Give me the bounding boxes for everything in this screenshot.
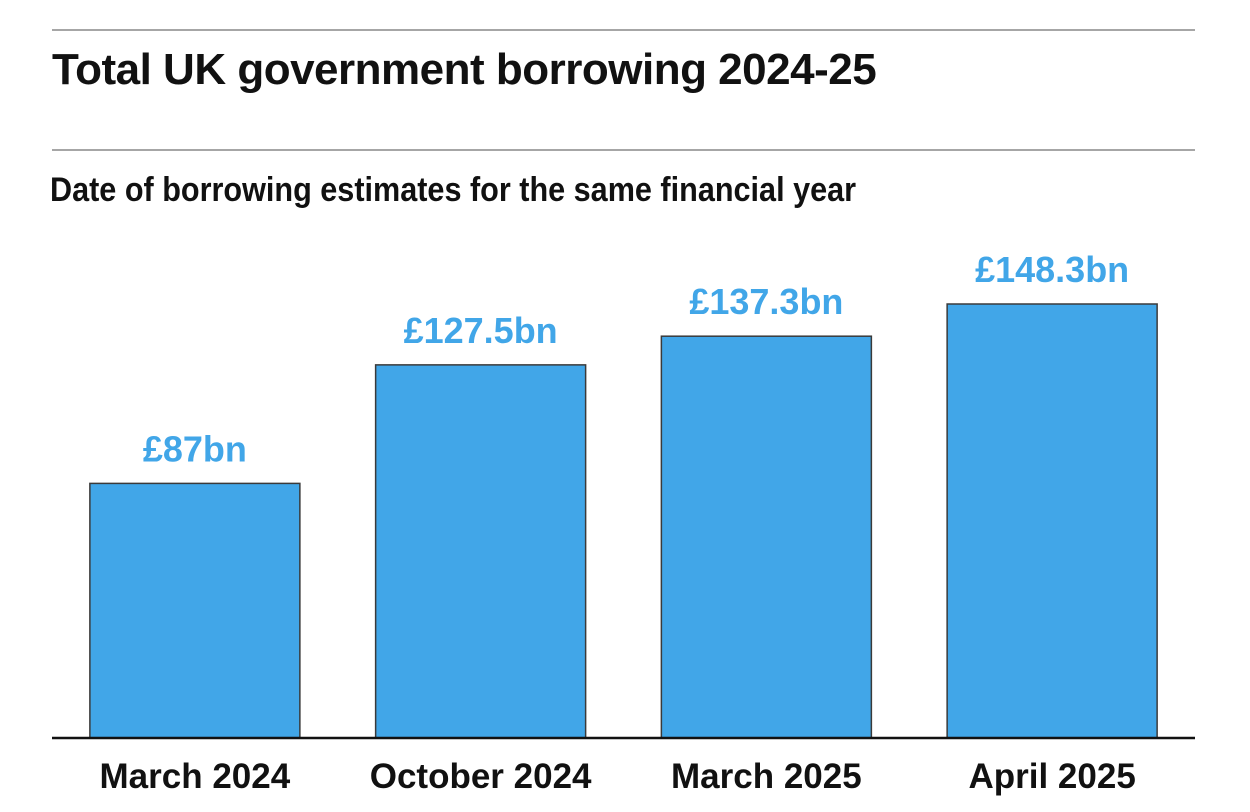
bar [660, 335, 873, 739]
chart-subtitle: Date of borrowing estimates for the same… [50, 171, 857, 209]
bar-value-label: £137.3bn [689, 281, 843, 322]
category-label: March 2024 [100, 757, 291, 796]
bar [374, 364, 587, 739]
category-label: October 2024 [370, 757, 592, 796]
top-rule [52, 29, 1195, 31]
bar-value-label: £148.3bn [975, 249, 1129, 290]
category-label: March 2025 [671, 757, 862, 796]
category-label: April 2025 [968, 757, 1135, 796]
title-divider [52, 149, 1195, 151]
bar [946, 303, 1158, 739]
bar [89, 482, 301, 739]
chart-title: Total UK government borrowing 2024-25 [52, 45, 877, 94]
bar-value-label: £87bn [143, 428, 247, 469]
bar-value-label: £127.5bn [404, 310, 558, 351]
